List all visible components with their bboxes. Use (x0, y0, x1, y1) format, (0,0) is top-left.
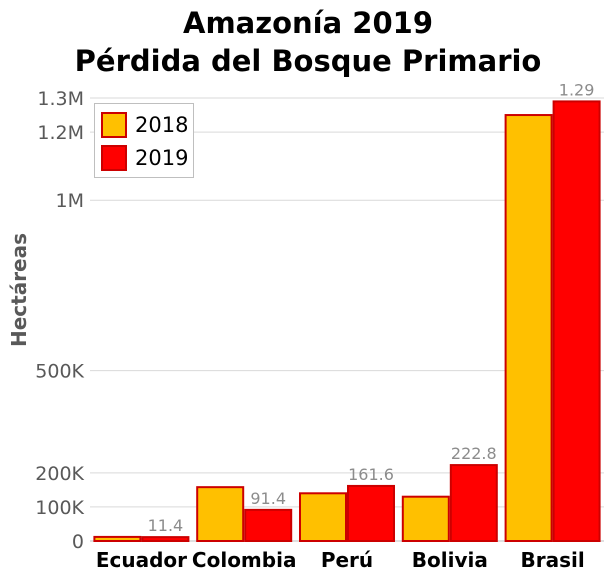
bar-2018-Bolivia (401, 495, 450, 543)
legend: 2018 2019 (94, 103, 194, 178)
legend-swatch-2018 (101, 112, 127, 138)
bar-2019-Ecuador (141, 536, 190, 543)
data-label: 11.4 (148, 516, 184, 535)
legend-item-2019: 2019 (101, 144, 188, 172)
bar-2019-Colombia (244, 508, 293, 543)
chart-title-line-1: Amazonía 2019 (183, 6, 433, 40)
chart-title-line-2: Pérdida del Bosque Primario (74, 44, 542, 78)
data-label: 1.29 (559, 80, 595, 99)
y-tick-label: 1.3M (37, 88, 84, 110)
x-tick-label: Perú (321, 548, 373, 572)
xtick-layer: Ecuador Colombia Perú Bolivia Brasil (96, 548, 585, 572)
bar-2018-Ecuador (93, 535, 142, 542)
legend-item-2018: 2018 (101, 111, 188, 139)
bar-2019-Brasil (552, 100, 601, 543)
data-label: 161.6 (348, 465, 394, 484)
bar-2019-Perú (347, 484, 395, 543)
ytick-layer: 0 100K 200K 500K 1M 1.2M 1.3M (35, 88, 84, 553)
y-tick-label: 200K (35, 463, 84, 485)
y-tick-label: 500K (35, 361, 84, 383)
y-tick-label: 100K (35, 497, 84, 519)
y-tick-label: 1.2M (37, 122, 84, 144)
data-label: 222.8 (451, 444, 497, 463)
legend-label-2019: 2019 (135, 146, 189, 170)
legend-swatch-2019 (101, 145, 127, 171)
y-tick-label: 1M (56, 190, 84, 212)
y-tick-label: 0 (72, 531, 84, 553)
bar-layer (93, 100, 601, 543)
bar-2018-Perú (299, 492, 347, 542)
data-label: 91.4 (250, 489, 286, 508)
bar-2018-Colombia (196, 486, 245, 542)
x-tick-label: Colombia (192, 548, 297, 572)
x-tick-label: Bolivia (412, 548, 488, 572)
data-label-layer: 11.4 91.4 161.6 222.8 1.29 (148, 80, 595, 535)
x-tick-label: Ecuador (96, 548, 187, 572)
legend-label-2018: 2018 (135, 113, 189, 137)
x-tick-label: Brasil (520, 548, 584, 572)
bar-2019-Bolivia (449, 464, 498, 543)
bar-2018-Brasil (504, 114, 553, 543)
